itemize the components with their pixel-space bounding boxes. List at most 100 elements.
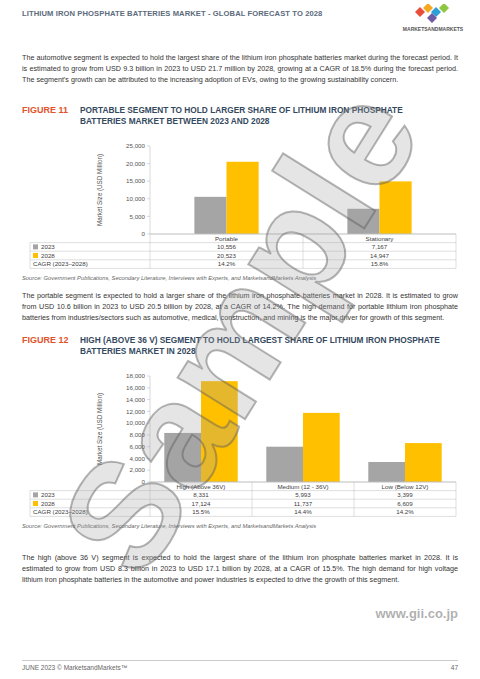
footer-left: JUNE 2023 © MarketsandMarkets™ (22, 664, 127, 671)
tick (147, 482, 150, 483)
tick-label: 18,000 (126, 372, 145, 379)
tick-label: 4,000 (130, 455, 146, 462)
table-line (30, 507, 456, 508)
table-value: 14,947 (370, 252, 389, 259)
tick (147, 423, 150, 424)
tick (147, 376, 150, 377)
table-value: 15.8% (371, 260, 389, 267)
source: Source: Government Publications, Seconda… (22, 275, 316, 281)
table-value: 11,737 (294, 500, 313, 507)
tick-label: 15,000 (126, 177, 145, 184)
logo-text: MARKETSANDMARKETS (403, 26, 464, 32)
category-label: High (Above 36V) (177, 483, 226, 490)
table-row-label: CAGR (2023–2028) (33, 260, 88, 267)
tick-label: 2,000 (130, 466, 146, 473)
bar (368, 462, 405, 482)
legend-label: 2023 (41, 243, 55, 250)
legend-label: 2023 (41, 491, 55, 498)
tick (147, 434, 150, 435)
table-value: 20,523 (217, 252, 236, 259)
bar (303, 413, 340, 482)
logo-shape (427, 13, 437, 23)
table-value: 10,556 (217, 243, 236, 250)
legend-swatch (33, 244, 38, 249)
bar (201, 381, 238, 482)
legend-swatch (33, 253, 38, 258)
tick (147, 387, 150, 388)
tick-label: 10,000 (126, 419, 145, 426)
tick (147, 411, 150, 412)
figure: FIGURE 12 Market Size (USD Million) 0 2,000… (22, 335, 456, 529)
tick-label: 14,000 (126, 396, 145, 403)
bar (405, 443, 442, 482)
site-watermark: www.gii.co.jp (375, 606, 458, 621)
figure-label: FIGURE 12 (22, 335, 69, 345)
table-line (456, 482, 457, 516)
tick-label: 0 (142, 230, 146, 237)
bar (194, 197, 226, 234)
table-value: 3,399 (397, 491, 413, 498)
table-line (30, 268, 456, 269)
tick (147, 216, 150, 217)
table-value: 7,167 (372, 243, 388, 250)
table-line (30, 243, 31, 269)
table-line (30, 490, 456, 491)
tick-label: 0 (142, 478, 146, 485)
legend-label: 2028 (41, 500, 55, 507)
bars (194, 162, 411, 234)
table-value: 14.4% (294, 508, 312, 515)
table-line (456, 234, 457, 268)
chart-title: HIGH (ABOVE 36 V) SEGMENT TO HOLD LARGES… (80, 335, 450, 357)
tick (147, 163, 150, 164)
category-label: Portable (215, 235, 239, 242)
table-line (30, 499, 456, 500)
table-line (30, 251, 456, 252)
tick-label: 12,000 (126, 408, 145, 415)
table-line (30, 491, 31, 517)
tick-label: 8,000 (130, 431, 146, 438)
tick (147, 470, 150, 471)
chart-title: PORTABLE SEGMENT TO HOLD LARGER SHARE OF… (80, 105, 450, 127)
tick (147, 234, 150, 235)
tick (147, 458, 150, 459)
bar (380, 181, 412, 234)
paragraph: The portable segment is expected to hold… (22, 290, 458, 323)
table-line (354, 482, 355, 516)
bar (347, 209, 379, 234)
category-label: Medium (12 - 36V) (277, 483, 328, 490)
table-line (150, 482, 151, 516)
table-row-label: CAGR (2023–2028) (33, 508, 88, 515)
axis-title: Market Size (USD Million) (96, 154, 104, 226)
table-line (30, 516, 456, 517)
tick-label: 6,000 (130, 443, 146, 450)
bars (164, 381, 441, 482)
tick-label: 10,000 (126, 195, 145, 202)
logo-shape (439, 4, 449, 13)
table-value: 17,124 (192, 500, 211, 507)
table-line (150, 234, 151, 268)
category-label: Stationary (366, 235, 395, 242)
y-axis (150, 146, 151, 234)
tick-label: 5,000 (130, 213, 146, 220)
table-line (30, 259, 456, 260)
figure-label: FIGURE 11 (22, 105, 68, 115)
table-value: 14.2% (396, 508, 414, 515)
tick-label: 20,000 (126, 160, 145, 167)
axis-title: Market Size (USD Million) (96, 393, 104, 465)
category-label: Low (Below 12V) (382, 483, 429, 490)
sample-watermark: Sample (25, 58, 454, 602)
table-value: 14.2% (218, 260, 236, 267)
table-line (252, 482, 253, 516)
tick (147, 146, 150, 147)
legend-swatch (33, 501, 38, 506)
table-value: 5,993 (295, 491, 311, 498)
table-value: 15.5% (192, 508, 210, 515)
header-title: LITHIUM IRON PHOSPHATE BATTERIES MARKET … (22, 9, 322, 18)
paragraph: The high (above 36 V) segment is expecte… (22, 552, 458, 585)
y-axis (150, 376, 151, 482)
table-line (30, 242, 456, 243)
source: Source: Government Publications, Seconda… (22, 523, 316, 529)
table-line (303, 234, 304, 268)
tick-label: 25,000 (126, 142, 145, 149)
tick (147, 181, 150, 182)
